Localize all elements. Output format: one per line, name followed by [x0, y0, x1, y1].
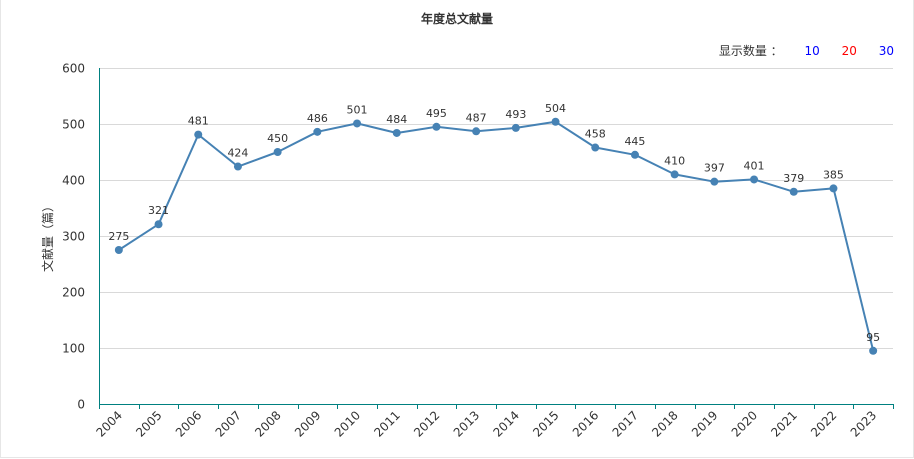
x-tick-label: 2005 [133, 408, 164, 439]
x-tick-label: 2016 [570, 408, 601, 439]
chart-title: 年度总文献量 [420, 12, 493, 26]
x-tick-label: 2010 [332, 408, 363, 439]
y-tick-label: 300 [62, 230, 85, 244]
data-point[interactable] [313, 127, 322, 136]
y-axis-title: 文献量（篇） [40, 200, 55, 272]
data-labels: 275 321 481 424 450 486 501 484 495 487 493 504 458 4… [108, 102, 880, 344]
x-tick-label: 2015 [530, 408, 561, 439]
display-count-option-10[interactable]: 10 [804, 44, 820, 58]
axes [99, 68, 894, 409]
data-label: 445 [624, 135, 645, 148]
data-point[interactable] [432, 122, 441, 131]
x-tick-label: 2008 [252, 408, 283, 439]
data-label: 501 [347, 103, 368, 116]
display-count-selector: 显示数量 ： 10 20 30 [719, 42, 894, 59]
data-points [114, 117, 878, 355]
data-label: 321 [148, 204, 169, 217]
data-point[interactable] [869, 346, 878, 355]
display-count-option-30[interactable]: 30 [878, 44, 894, 58]
data-label: 401 [744, 159, 765, 172]
data-label: 424 [227, 147, 248, 160]
x-tick-label: 2017 [610, 408, 641, 439]
x-tick-label: 2013 [451, 408, 482, 439]
y-tick-label: 0 [77, 398, 85, 412]
x-tick-label: 2021 [768, 408, 799, 439]
data-point[interactable] [154, 220, 163, 229]
data-point[interactable] [273, 148, 282, 156]
y-tick-label: 400 [62, 174, 85, 188]
data-point[interactable] [233, 162, 242, 171]
data-point[interactable] [194, 130, 203, 139]
y-tick-label: 200 [62, 286, 85, 300]
x-tick-label: 2022 [808, 408, 839, 439]
series-line-path [118, 120, 875, 352]
data-label: 458 [585, 128, 606, 141]
x-tick-label: 2007 [213, 408, 244, 439]
y-tick-labels: 0 100 200 300 400 500 600 [62, 62, 85, 412]
data-point[interactable] [829, 184, 838, 193]
x-tick-label: 2006 [173, 408, 204, 439]
y-tick-label: 500 [62, 118, 85, 132]
x-tick-label: 2012 [411, 408, 442, 439]
display-count-label: 显示数量 ： [718, 44, 783, 58]
data-point[interactable] [710, 177, 719, 186]
data-point[interactable] [750, 175, 759, 184]
data-label: 481 [188, 115, 209, 128]
x-tick-label: 2023 [848, 408, 879, 439]
data-point[interactable] [630, 150, 639, 159]
data-label: 450 [267, 132, 288, 145]
data-point[interactable] [670, 170, 679, 179]
x-tick-label: 2020 [729, 408, 760, 439]
x-tick-label: 2018 [649, 408, 680, 439]
x-tick-label: 2009 [292, 408, 323, 439]
data-label: 484 [386, 113, 407, 126]
data-point[interactable] [591, 143, 600, 152]
data-label: 410 [664, 154, 685, 167]
data-label: 493 [505, 108, 526, 121]
data-label: 495 [426, 107, 447, 120]
data-point[interactable] [114, 246, 123, 254]
data-label: 275 [108, 230, 129, 243]
data-label: 385 [823, 168, 844, 181]
x-tick-labels: 2004 2005 2006 2007 2008 2009 2010 2011 2012 2013… [93, 408, 879, 439]
x-tick-label: 2011 [371, 408, 402, 439]
data-label: 487 [466, 111, 487, 124]
data-label: 504 [545, 102, 566, 115]
data-point[interactable] [472, 127, 481, 136]
y-tick-label: 600 [62, 62, 85, 76]
data-point[interactable] [511, 123, 520, 132]
x-tick-label: 2014 [490, 408, 521, 439]
data-label: 95 [866, 331, 880, 344]
data-label: 379 [783, 172, 804, 185]
data-label: 397 [704, 162, 725, 175]
data-point[interactable] [551, 117, 560, 126]
data-label: 486 [307, 112, 328, 125]
display-count-option-20[interactable]: 20 [841, 44, 857, 58]
y-tick-label: 100 [62, 342, 85, 356]
data-point[interactable] [392, 128, 401, 137]
series-line [118, 120, 875, 352]
x-tick-label: 2004 [93, 408, 124, 439]
x-tick-label: 2019 [689, 408, 720, 439]
data-point[interactable] [789, 187, 798, 196]
data-point[interactable] [353, 119, 362, 128]
grid-lines [99, 68, 893, 349]
